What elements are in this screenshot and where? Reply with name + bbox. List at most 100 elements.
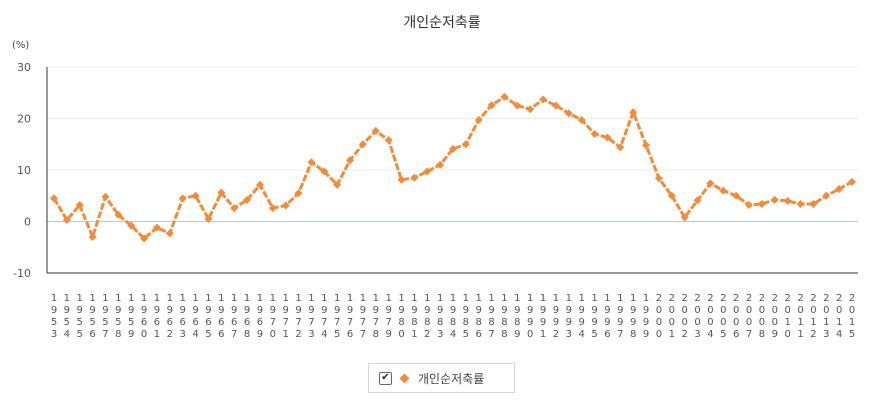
data-point (770, 195, 779, 204)
data-point (526, 105, 535, 114)
data-point (346, 156, 355, 165)
data-point (204, 214, 213, 223)
data-point (719, 186, 728, 195)
data-point (281, 201, 290, 210)
data-point (423, 167, 432, 176)
data-point (165, 229, 174, 238)
data-point (654, 174, 663, 183)
data-point (62, 215, 71, 224)
data-point (513, 101, 522, 110)
data-point (809, 199, 818, 208)
legend-marker-icon (399, 373, 410, 383)
data-point (745, 201, 754, 210)
data-point (551, 101, 560, 110)
data-point (191, 191, 200, 200)
data-point (320, 167, 329, 176)
chart-title: 개인순저축률 (403, 15, 480, 31)
legend-label: 개인순저축률 (418, 371, 485, 386)
data-point (732, 191, 741, 200)
data-point (693, 196, 702, 205)
data-point (384, 136, 393, 145)
legend-checkbox-icon[interactable]: ✔ (379, 371, 392, 385)
data-point (217, 188, 226, 197)
data-point (590, 129, 599, 138)
y-tick-label: -10 (13, 267, 31, 280)
data-point (577, 116, 586, 125)
data-point (616, 143, 625, 152)
data-point (114, 210, 123, 219)
data-point (255, 180, 264, 189)
data-point (629, 108, 638, 117)
data-point (461, 140, 470, 149)
data-point (333, 180, 342, 189)
data-point (268, 204, 277, 213)
data-point (127, 221, 136, 230)
data-point (307, 158, 316, 167)
series-line (52, 95, 853, 240)
data-point (230, 204, 239, 213)
data-point (603, 133, 612, 142)
data-point (474, 116, 483, 125)
legend[interactable]: ✔ 개인순저축률 (368, 363, 515, 393)
data-point (848, 177, 856, 186)
data-point (822, 191, 831, 200)
data-point (706, 179, 715, 188)
data-point (152, 223, 161, 232)
y-tick-label: 0 (24, 216, 31, 229)
data-point (294, 189, 303, 198)
data-point (783, 196, 792, 205)
data-point (50, 194, 58, 203)
y-tick-label: 20 (17, 113, 31, 126)
data-point (371, 126, 380, 135)
data-point (101, 192, 110, 201)
y-tick-label: 10 (17, 164, 31, 177)
